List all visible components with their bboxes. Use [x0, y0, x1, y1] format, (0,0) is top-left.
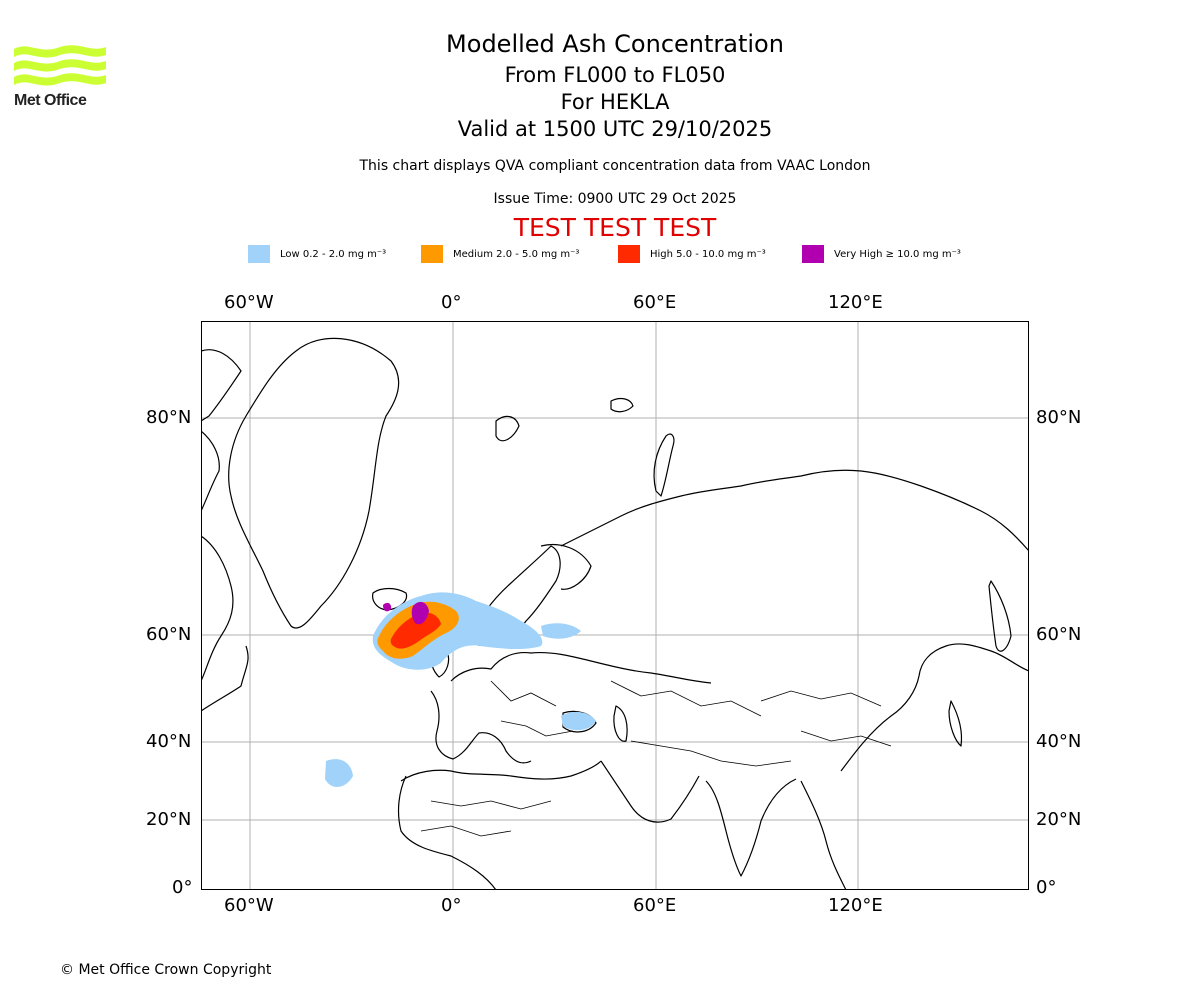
- test-banner: TEST TEST TEST: [513, 213, 717, 242]
- lon-tick-bottom-60e: 60°E: [633, 895, 677, 916]
- lat-tick-right-40n: 40°N: [1036, 731, 1082, 752]
- ash-plume: [325, 592, 596, 787]
- legend-high: High 5.0 - 10.0 mg m⁻³: [618, 244, 766, 264]
- lat-tick-left-60n: 60°N: [146, 624, 192, 645]
- lat-tick-right-60n: 60°N: [1036, 624, 1082, 645]
- legend-swatch-very-high: [802, 245, 824, 263]
- ash-low-region: [325, 759, 353, 787]
- map-gridlines: [201, 321, 1029, 890]
- legend-swatch-low: [248, 245, 270, 263]
- legend-label-medium: Medium 2.0 - 5.0 mg m⁻³: [453, 248, 580, 260]
- legend-swatch-medium: [421, 245, 443, 263]
- lon-tick-top-60w: 60°W: [224, 292, 274, 313]
- lon-tick-top-0: 0°: [441, 292, 462, 313]
- legend-very-high: Very High ≥ 10.0 mg m⁻³: [802, 244, 961, 264]
- ash-low-region: [541, 623, 581, 639]
- lat-tick-left-40n: 40°N: [146, 731, 192, 752]
- ash-map: [201, 321, 1029, 890]
- legend-medium: Medium 2.0 - 5.0 mg m⁻³: [421, 244, 579, 264]
- ash-low-region: [561, 711, 596, 731]
- qva-note: This chart displays QVA compliant concen…: [359, 158, 871, 174]
- borders: [420, 680, 892, 837]
- lat-tick-left-80n: 80°N: [146, 407, 192, 428]
- legend-swatch-high: [618, 245, 640, 263]
- volcano-name: For HEKLA: [560, 90, 670, 114]
- ash-very-high-region: [411, 601, 429, 625]
- legend-label-high: High 5.0 - 10.0 mg m⁻³: [650, 248, 766, 260]
- logo-text: Met Office: [14, 92, 87, 109]
- legend-label-low: Low 0.2 - 2.0 mg m⁻³: [280, 248, 387, 260]
- issue-time: Issue Time: 0900 UTC 29 Oct 2025: [493, 191, 737, 207]
- lon-tick-top-120e: 120°E: [828, 292, 883, 313]
- chart-title: Modelled Ash Concentration: [446, 30, 784, 58]
- lon-tick-top-60e: 60°E: [633, 292, 677, 313]
- lon-tick-bottom-120e: 120°E: [828, 895, 883, 916]
- met-office-logo: [14, 45, 106, 86]
- legend-low: Low 0.2 - 2.0 mg m⁻³: [248, 244, 386, 264]
- lon-tick-bottom-0: 0°: [441, 895, 462, 916]
- lon-tick-bottom-60w: 60°W: [224, 895, 274, 916]
- lat-tick-left-20n: 20°N: [146, 809, 192, 830]
- valid-time: Valid at 1500 UTC 29/10/2025: [457, 117, 773, 141]
- copyright-notice: © Met Office Crown Copyright: [60, 962, 272, 978]
- lat-tick-right-0: 0°: [1036, 877, 1057, 898]
- legend-label-very-high: Very High ≥ 10.0 mg m⁻³: [834, 248, 961, 260]
- coastlines: [201, 337, 1029, 890]
- flight-level-range: From FL000 to FL050: [504, 63, 726, 87]
- lat-tick-left-0: 0°: [172, 877, 193, 898]
- ash-very-high-region: [383, 602, 392, 612]
- ash-high-region: [390, 612, 441, 649]
- lat-tick-right-80n: 80°N: [1036, 407, 1082, 428]
- lat-tick-right-20n: 20°N: [1036, 809, 1082, 830]
